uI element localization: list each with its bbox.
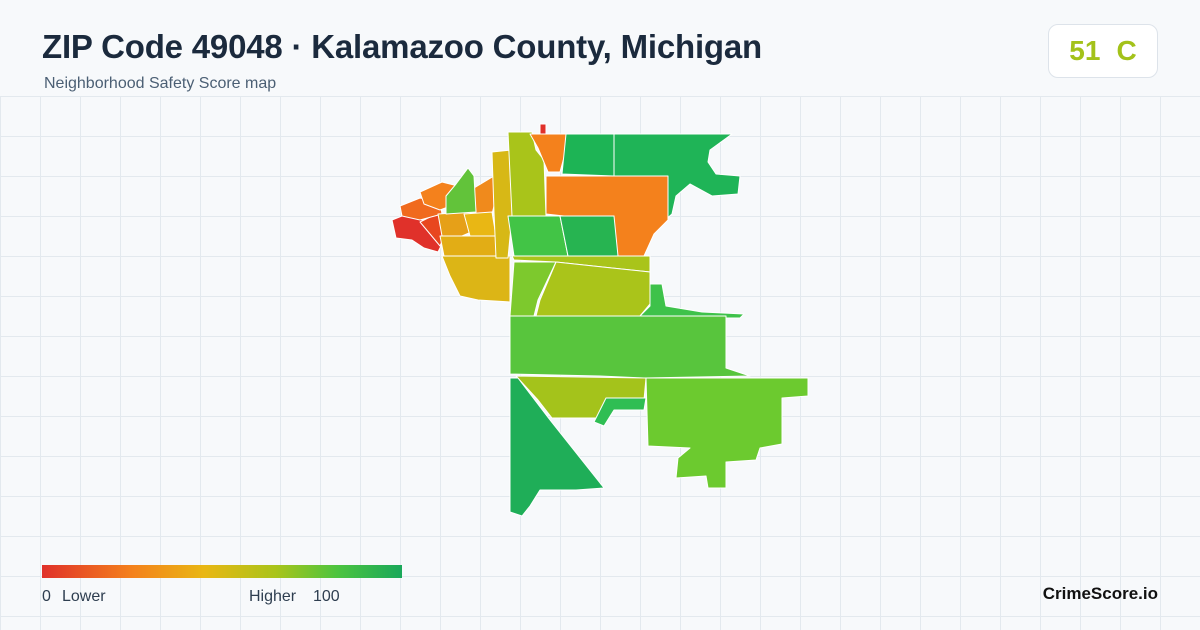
map-region[interactable] (463, 211, 497, 237)
map-region[interactable] (561, 133, 617, 177)
map-region[interactable] (593, 397, 647, 427)
map-region[interactable] (439, 235, 499, 257)
legend-min-value: 0 (42, 588, 51, 605)
score-value: 51 (1069, 35, 1101, 66)
legend-max-value: 100 (313, 588, 340, 605)
legend-low-label: Lower (62, 588, 106, 605)
map-region[interactable] (441, 255, 511, 303)
map-region[interactable] (559, 215, 619, 257)
map-region[interactable] (509, 261, 557, 317)
map-region[interactable] (491, 149, 513, 259)
map-region[interactable] (535, 261, 651, 317)
map-region[interactable] (509, 377, 605, 517)
map-region[interactable] (539, 123, 547, 135)
brand-logo-text[interactable]: CrimeScore.io (1042, 584, 1158, 603)
safety-score-badge: 51 C (1048, 24, 1158, 78)
map-region[interactable] (637, 283, 745, 319)
map-region[interactable] (507, 215, 569, 257)
page-subtitle: Neighborhood Safety Score map (44, 75, 277, 92)
legend-color-scale (42, 565, 402, 578)
page-title: ZIP Code 49048 · Kalamazoo County, Michi… (42, 28, 762, 65)
score-grade: C (1116, 35, 1137, 66)
map-region[interactable] (645, 377, 809, 489)
map-region[interactable] (509, 315, 751, 379)
map-region[interactable] (445, 167, 477, 215)
legend-high-label: Higher (249, 588, 297, 605)
